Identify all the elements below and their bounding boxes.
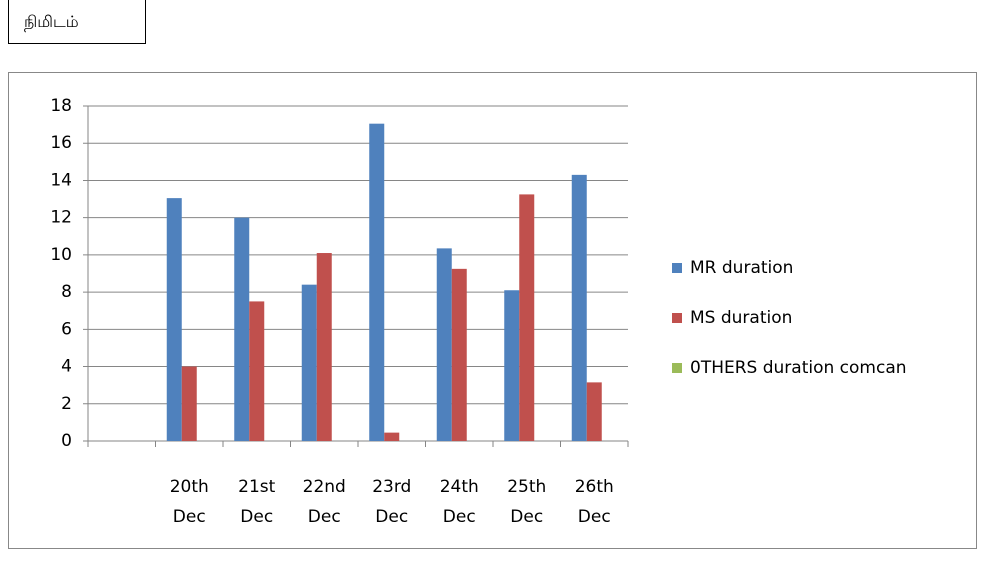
y-tick-label: 6 xyxy=(61,319,72,339)
bar xyxy=(249,301,265,441)
bar xyxy=(519,194,535,441)
bar xyxy=(504,290,520,441)
x-tick-label: 23rd Dec xyxy=(372,477,412,527)
bar xyxy=(234,217,250,441)
bar xyxy=(436,248,452,441)
legend-label: MR duration xyxy=(690,258,793,278)
x-tick-label: 22nd Dec xyxy=(302,477,346,527)
legend-swatch xyxy=(672,363,682,373)
bar xyxy=(301,284,317,441)
bar xyxy=(369,123,385,442)
y-tick-label: 16 xyxy=(50,133,72,153)
y-tick-label: 0 xyxy=(61,431,72,451)
x-tick-label: 21st Dec xyxy=(238,477,276,527)
bar xyxy=(571,174,587,441)
bar xyxy=(586,382,602,441)
bar xyxy=(166,198,182,441)
y-tick-label: 8 xyxy=(61,282,72,302)
x-tick-label: 25th Dec xyxy=(507,477,547,527)
x-tick-label: 24th Dec xyxy=(439,477,479,527)
y-tick-label: 4 xyxy=(61,357,72,377)
chart-frame xyxy=(8,72,977,549)
legend-swatch xyxy=(672,263,682,273)
bar xyxy=(451,268,467,441)
x-tick-label: 26th Dec xyxy=(574,477,614,527)
legend-label: MS duration xyxy=(690,308,792,328)
bar xyxy=(181,366,197,441)
y-tick-label: 12 xyxy=(50,208,72,228)
x-tick-label: 20th Dec xyxy=(169,477,209,527)
y-tick-label: 14 xyxy=(50,170,72,190)
y-tick-label: 18 xyxy=(50,96,72,116)
y-tick-label: 10 xyxy=(50,245,72,265)
legend-swatch xyxy=(672,313,682,323)
bar xyxy=(316,253,332,441)
legend-label: 0THERS duration comcan xyxy=(690,358,907,378)
y-tick-label: 2 xyxy=(61,394,72,414)
title: நிமிடம் xyxy=(8,0,146,44)
bar xyxy=(384,432,400,441)
